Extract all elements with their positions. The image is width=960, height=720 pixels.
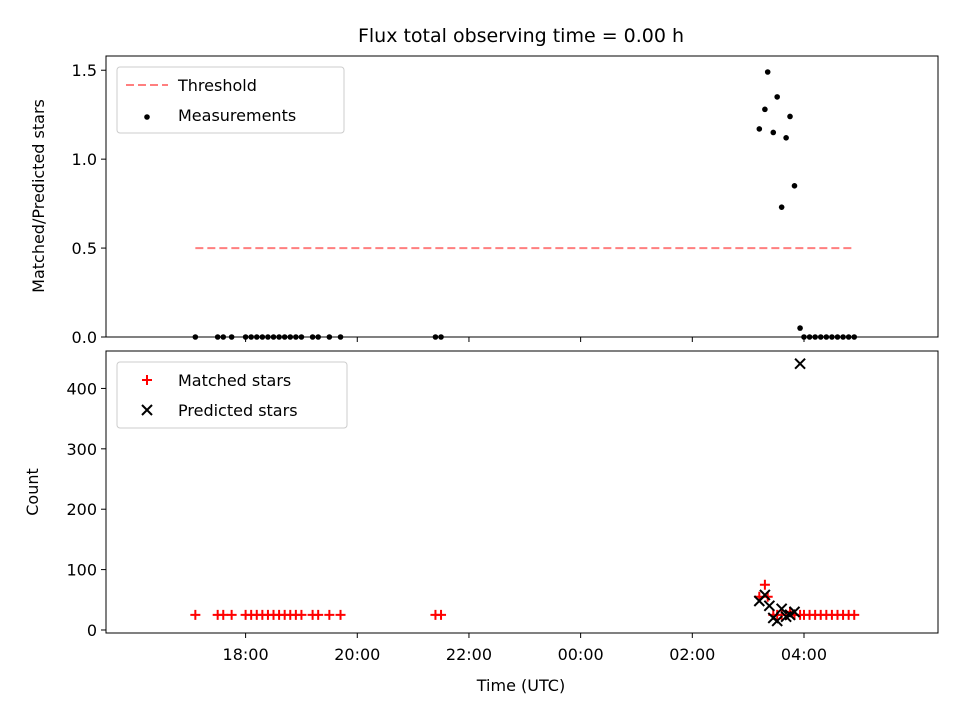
legend-label: Matched stars [178,371,291,390]
bottom-legend: Matched stars Predicted stars [116,361,348,429]
bottom-xtick-label: 04:00 [781,645,827,664]
legend-label: Threshold [177,76,257,95]
measurement-point [762,106,768,113]
legend-matched-swatch [142,375,152,385]
predicted-stars-point [775,603,788,615]
legend-label: Measurements [178,106,296,125]
bottom-xtick-label: 20:00 [334,645,380,664]
bottom-ytick-label: 100 [66,561,97,580]
matched-stars-point [436,609,447,620]
matched-stars-point [226,609,237,620]
bottom-xlabel: Time (UTC) [476,676,565,695]
predicted-stars-point [763,600,776,612]
top-ytick-label: 1.5 [72,61,97,80]
legend-label: Predicted stars [178,401,298,420]
predicted-stars-point [788,606,801,618]
bottom-xtick-label: 22:00 [446,645,492,664]
predicted-stars-point [794,357,806,370]
measurement-point [756,126,763,132]
predicted-stars-point [759,589,771,601]
matched-stars-point [849,609,860,620]
bottom-ytick-label: 0 [87,621,97,640]
legend-predicted-swatch [141,404,153,416]
top-legend: Threshold Measurements [116,66,345,134]
top-ytick-label: 1.0 [72,150,97,169]
top-legend-box [116,66,345,134]
bottom-frame [105,350,939,634]
measurement-point [774,94,780,100]
measurement-point [778,204,785,210]
bottom-ytick-label: 200 [66,500,97,519]
bottom-xtick-label: 18:00 [223,645,269,664]
legend-measurements-swatch [144,114,150,120]
matched-stars-point [296,609,307,620]
measurement-point [764,69,771,75]
matched-stars-point [335,609,346,620]
bottom-xtick-label: 02:00 [669,645,715,664]
bottom-ytick-label: 400 [66,379,97,398]
top-ytick-label: 0.0 [72,328,97,347]
top-frame [105,55,939,338]
matched-stars-point [218,609,229,620]
bottom-legend-box [116,361,348,429]
matched-stars-point [313,609,324,620]
top-ylabel: Matched/Predicted stars [29,99,48,293]
matched-stars-point [324,609,335,620]
matched-stars-point [759,579,770,590]
chart-title: Flux total observing time = 0.00 h [358,25,684,47]
matched-stars-point [190,609,201,620]
predicted-stars-point [771,615,783,627]
bottom-ytick-label: 300 [66,440,97,459]
bottom-ylabel: Count [23,468,42,516]
measurement-point [797,325,803,331]
top-ytick-label: 0.5 [72,239,97,258]
measurement-point [787,113,793,120]
measurement-point [791,183,798,189]
bottom-panel: 0 100 200 300 400 18:00 20:00 22:00 00:00 02:00 04… [66,350,939,664]
measurement-point [770,129,777,136]
bottom-xtick-label: 00:00 [558,645,604,664]
measurement-point [783,135,789,141]
top-panel: 0.0 0.5 1.0 1.5 Threshold Measurements [72,55,939,347]
